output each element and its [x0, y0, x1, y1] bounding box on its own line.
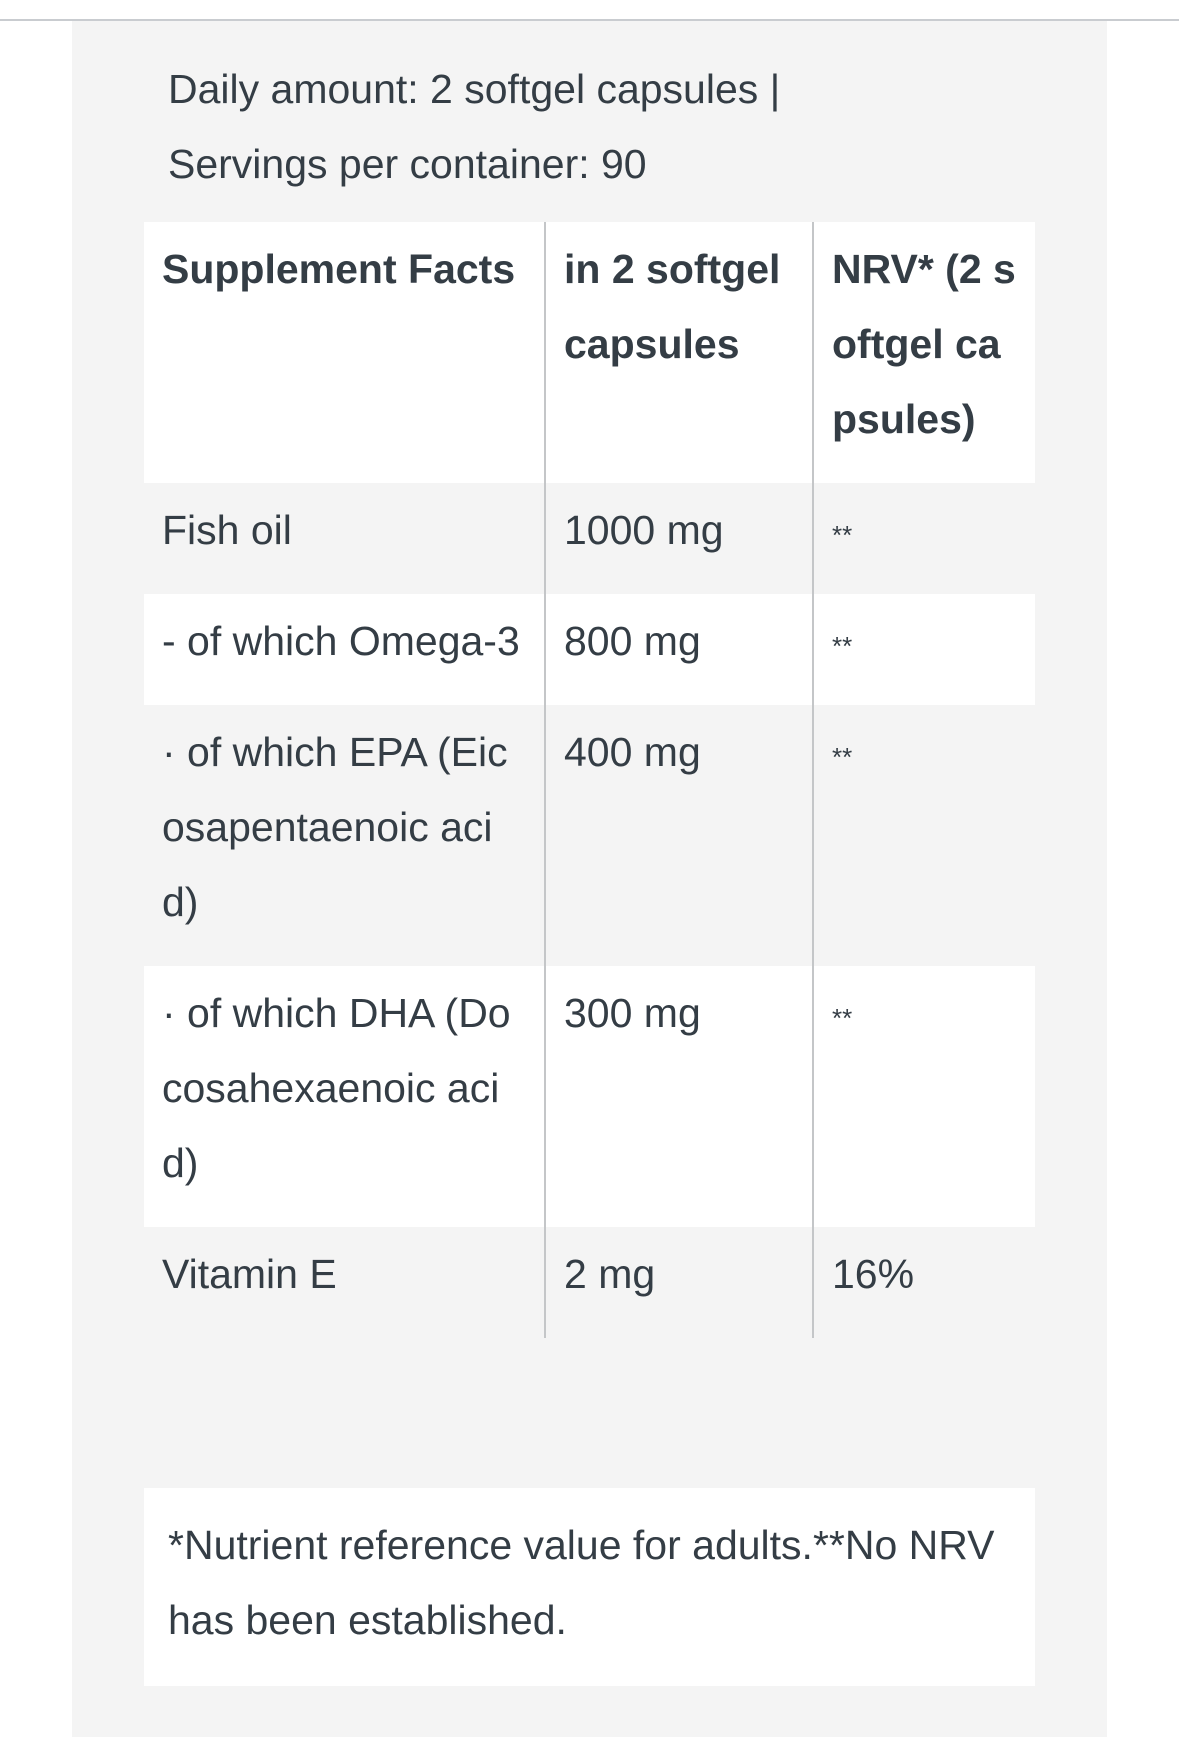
row-nrv: ** [832, 742, 853, 772]
row-nrv: ** [832, 520, 853, 550]
row-name: · of which EPA (Eicosapentaenoic acid) [144, 705, 545, 966]
servings-per-container: Servings per container: 90 [168, 141, 647, 187]
row-nrv: 16% [812, 1227, 1035, 1338]
table-row: Vitamin E 2 mg 16% [144, 1227, 1035, 1338]
row-amount: 400 mg [544, 705, 813, 966]
footnote-box: *Nutrient reference value for adults.**N… [144, 1488, 1035, 1686]
table-header-row: Supplement Facts in 2 softgel capsules N… [144, 222, 1035, 483]
row-amount: 1000 mg [544, 483, 813, 594]
row-amount: 2 mg [544, 1227, 813, 1338]
serving-info: Daily amount: 2 softgel capsules | Servi… [168, 52, 1048, 202]
row-nrv: ** [832, 1003, 853, 1033]
row-name: Vitamin E [144, 1227, 545, 1338]
daily-amount: Daily amount: 2 softgel capsules | [168, 66, 781, 112]
header-supplement-facts: Supplement Facts [144, 222, 545, 483]
table-row: - of which Omega-3 800 mg ** [144, 594, 1035, 705]
row-name: Fish oil [144, 483, 545, 594]
table-row: · of which EPA (Eicosapentaenoic acid) 4… [144, 705, 1035, 966]
supplement-facts-table: Supplement Facts in 2 softgel capsules N… [144, 222, 1035, 1338]
header-nrv: NRV* (2 softgel capsules) [812, 222, 1035, 483]
row-nrv: ** [832, 631, 853, 661]
row-amount: 300 mg [544, 966, 813, 1227]
top-divider [0, 19, 1179, 21]
table-row: · of which DHA (Docosahexaenoic acid) 30… [144, 966, 1035, 1227]
footnote: *Nutrient reference value for adults.**N… [168, 1522, 995, 1643]
row-name: - of which Omega-3 [144, 594, 545, 705]
table-row: Fish oil 1000 mg ** [144, 483, 1035, 594]
row-name: · of which DHA (Docosahexaenoic acid) [144, 966, 545, 1227]
header-amount: in 2 softgel capsules [544, 222, 813, 483]
row-amount: 800 mg [544, 594, 813, 705]
